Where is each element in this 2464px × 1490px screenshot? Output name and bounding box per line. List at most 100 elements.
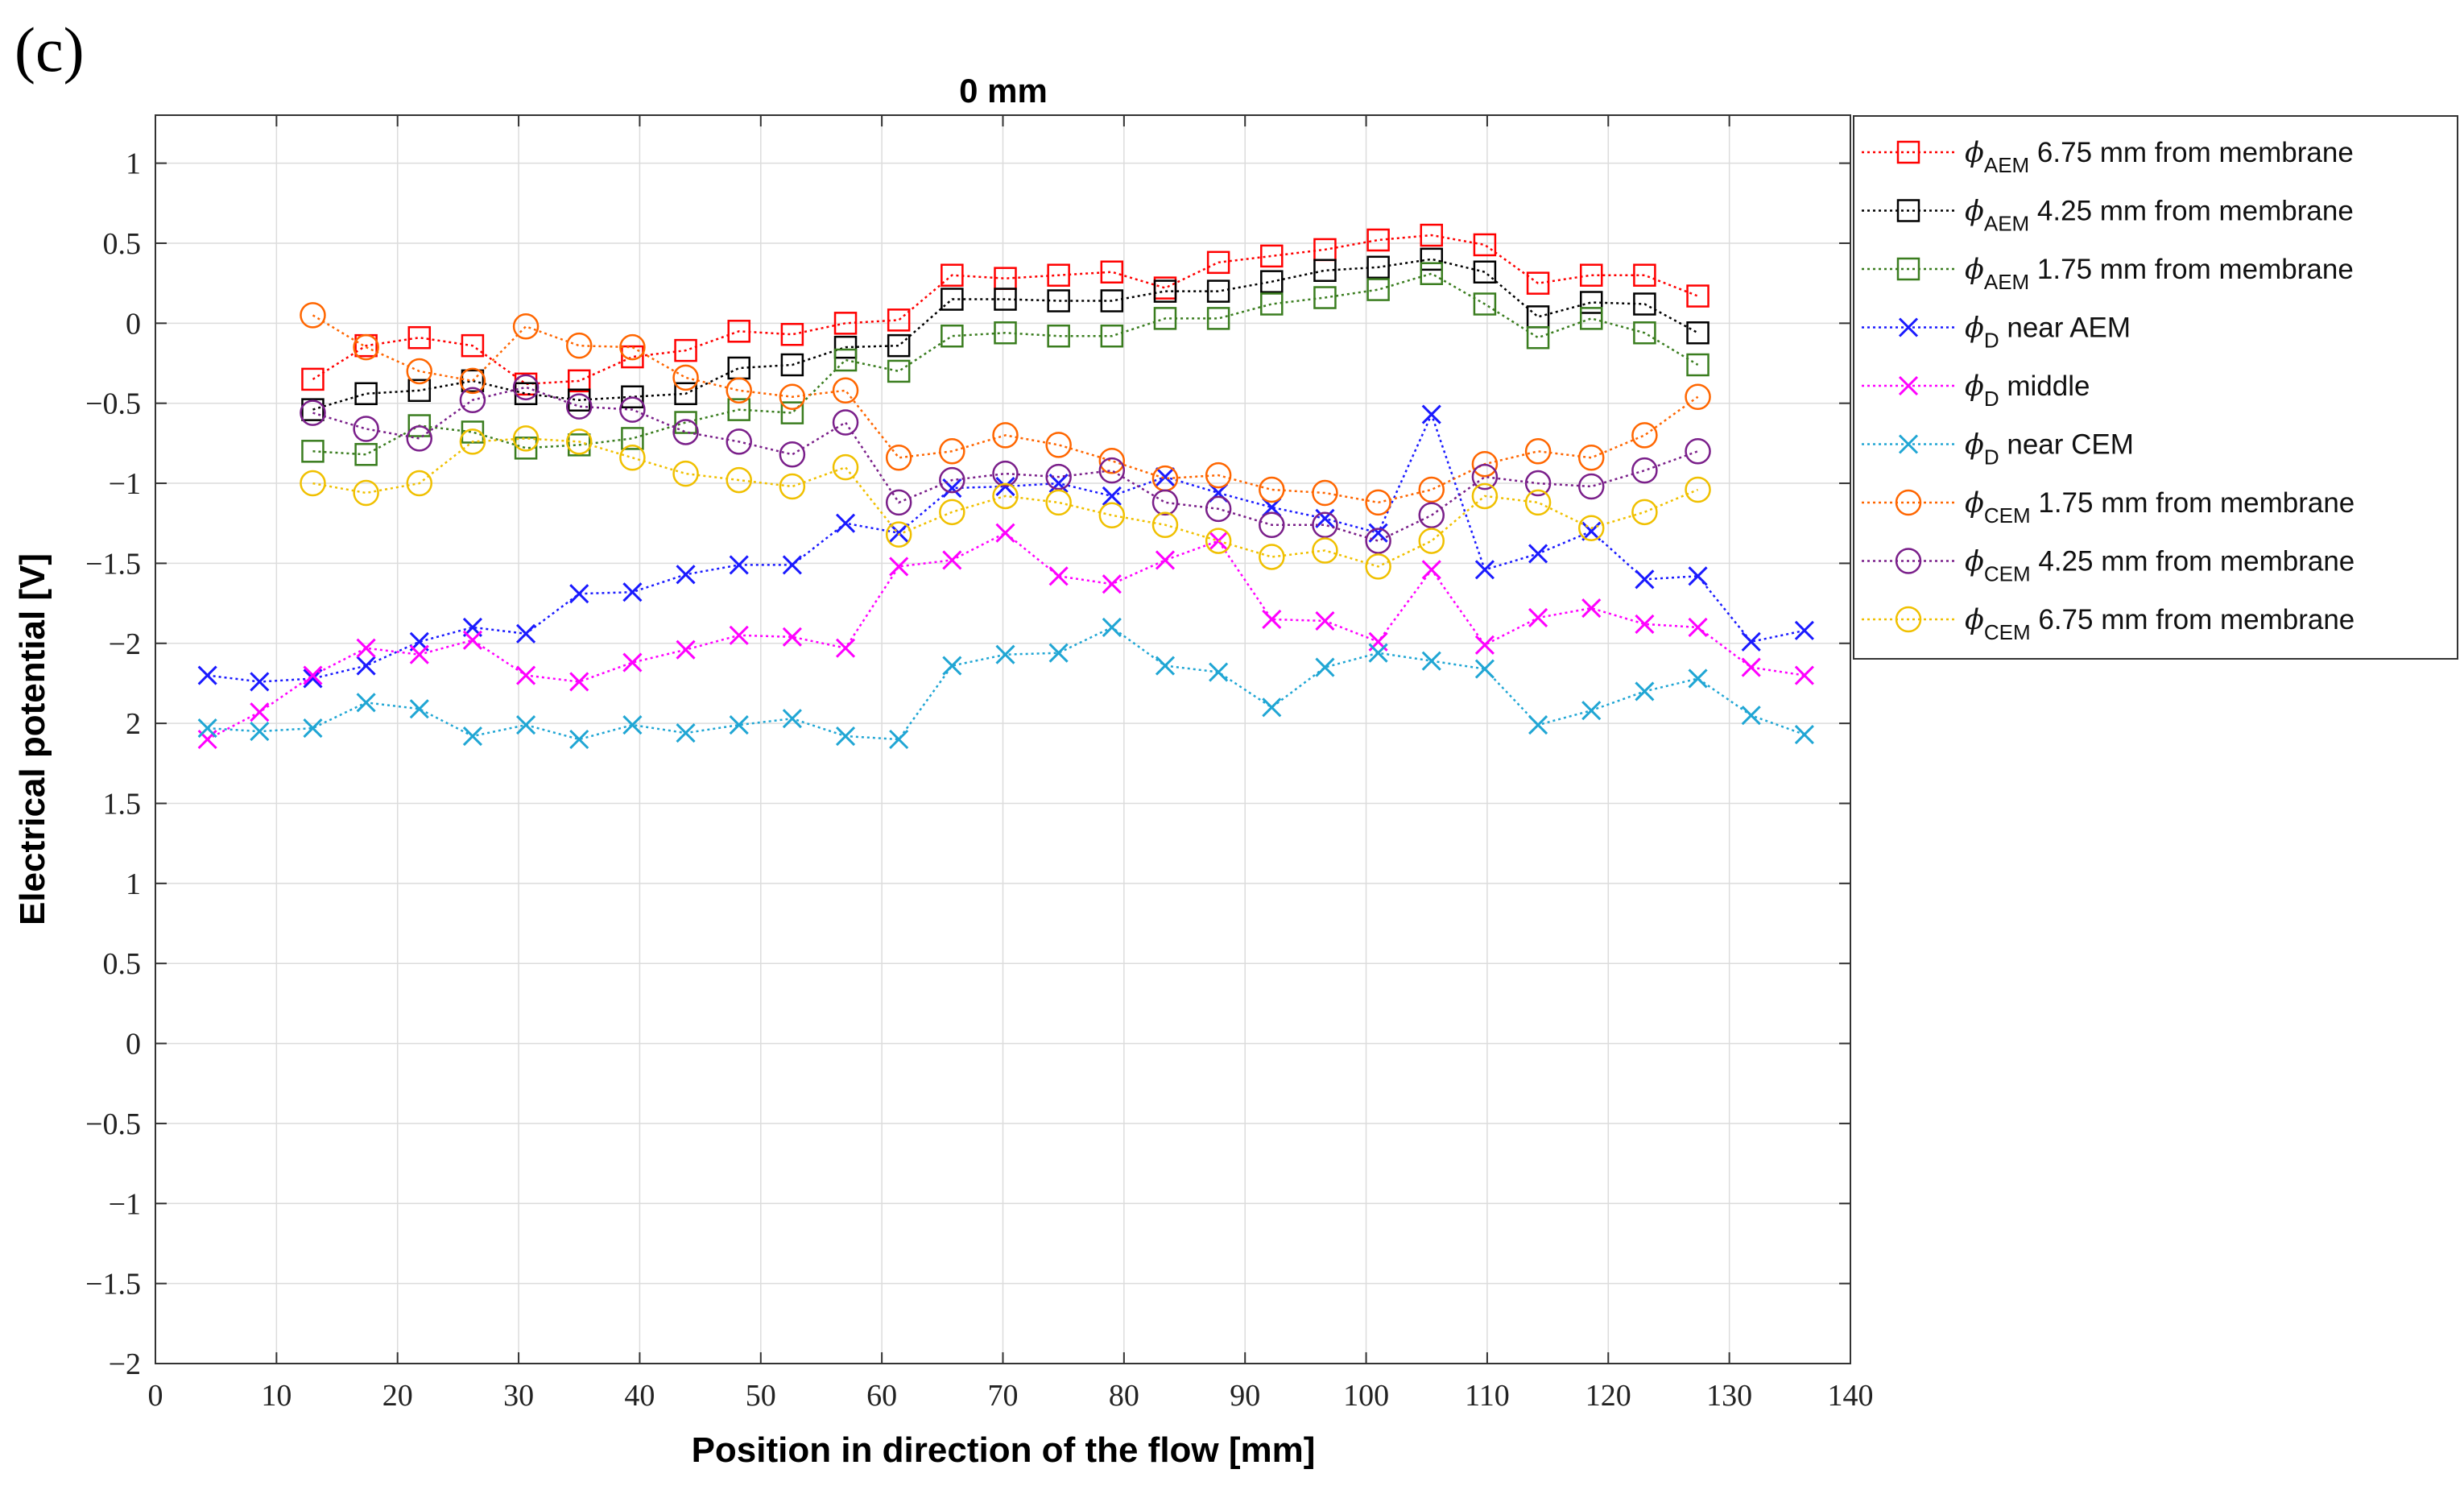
data-point [727,320,750,343]
data-point [356,638,376,658]
data-point [512,313,540,340]
data-point [1365,489,1391,516]
x-tick-label: 70 [988,1379,1019,1413]
data-point [1155,467,1176,487]
series-0 [301,223,1710,396]
data-point [780,401,804,424]
legend-label: ϕCEM 1.75 mm from membrane [1965,487,2354,528]
data-point [994,288,1017,311]
data-point [1366,278,1390,301]
data-point [1794,620,1814,640]
data-point [512,374,540,401]
y-tick-label: 2 [126,707,141,741]
data-point [1579,307,1603,330]
marker-stroke [889,523,909,543]
data-point [462,726,482,747]
data-point [1366,228,1390,252]
data-point [726,428,752,455]
data-point [1047,263,1070,287]
marker-stroke [622,652,643,673]
y-tick-label: 0.5 [103,947,142,981]
marker-stroke [1102,617,1122,637]
marker-stroke [1048,473,1069,494]
data-point [622,652,643,673]
data-point [1098,457,1126,484]
y-axis-label: Electrical potential [V] [13,553,52,925]
data-point [1635,569,1655,590]
data-point [569,672,589,692]
marker-stroke [1581,701,1602,721]
data-point [621,345,644,369]
marker-stroke [250,672,270,692]
series-8 [300,425,1711,580]
data-point [1209,662,1229,682]
data-point [726,466,752,494]
data-point [1312,537,1338,564]
legend-marker [1896,257,1920,281]
data-point [354,443,378,466]
data-point [566,428,593,455]
marker-stroke [1688,566,1708,586]
data-point [941,263,964,287]
data-point [619,445,646,471]
marker-stroke [356,638,376,658]
data-point [461,333,485,358]
data-point [303,665,323,685]
y-tick-label: 0.5 [103,227,142,261]
data-point [1794,724,1814,745]
marker-stroke [1741,631,1761,652]
x-tick-label: 100 [1343,1379,1389,1413]
marker-stroke [782,709,802,729]
marker-stroke [835,638,856,658]
data-point [779,441,806,468]
data-point [1474,560,1495,580]
marker-stroke [835,513,856,533]
data-point [406,425,433,452]
marker-stroke [1262,697,1282,718]
data-point [1418,502,1445,529]
legend-label: ϕCEM 4.25 mm from membrane [1965,546,2354,586]
y-tick-label: −1.5 [85,547,141,581]
data-point [516,715,536,735]
marker-stroke [1421,404,1441,424]
marker-stroke [569,584,589,604]
marker-stroke [356,656,376,676]
data-point [1528,715,1548,735]
marker-stroke [1898,317,1919,337]
legend-label: ϕD middle [1965,370,2090,411]
marker-stroke [1155,656,1176,676]
data-point [1579,291,1603,314]
data-point [1577,473,1605,500]
data-point [1368,643,1388,663]
legend-label: ϕAEM 6.75 mm from membrane [1965,137,2354,177]
data-point [619,396,646,423]
data-point [782,627,802,647]
data-point [1313,259,1337,283]
y-tick-label: −2 [109,627,141,661]
data-point [407,414,432,437]
data-point [1418,528,1445,554]
data-point [407,325,432,350]
series-2 [301,262,1710,466]
data-point [885,521,912,548]
marker-stroke [729,625,749,645]
data-point [1577,515,1605,541]
data-point [1420,262,1444,285]
data-point [780,353,804,377]
data-point [1473,260,1497,284]
data-point [406,358,433,385]
x-tick-label: 20 [382,1379,413,1413]
marker-stroke [569,729,589,750]
data-point [1151,511,1179,538]
data-point [354,382,378,406]
data-point [835,726,856,747]
series-5 [197,617,1814,750]
chart-title: 0 mm [959,72,1048,110]
marker-stroke [1102,486,1122,507]
data-point [676,565,696,585]
data-point [672,460,699,487]
data-point [1474,635,1495,655]
series-line [312,437,1699,568]
data-point [300,399,326,426]
axis-ticks: 0 10 20 30 40 50 60 70 80 90 100 110 120 130 14010.50−… [85,115,1874,1413]
